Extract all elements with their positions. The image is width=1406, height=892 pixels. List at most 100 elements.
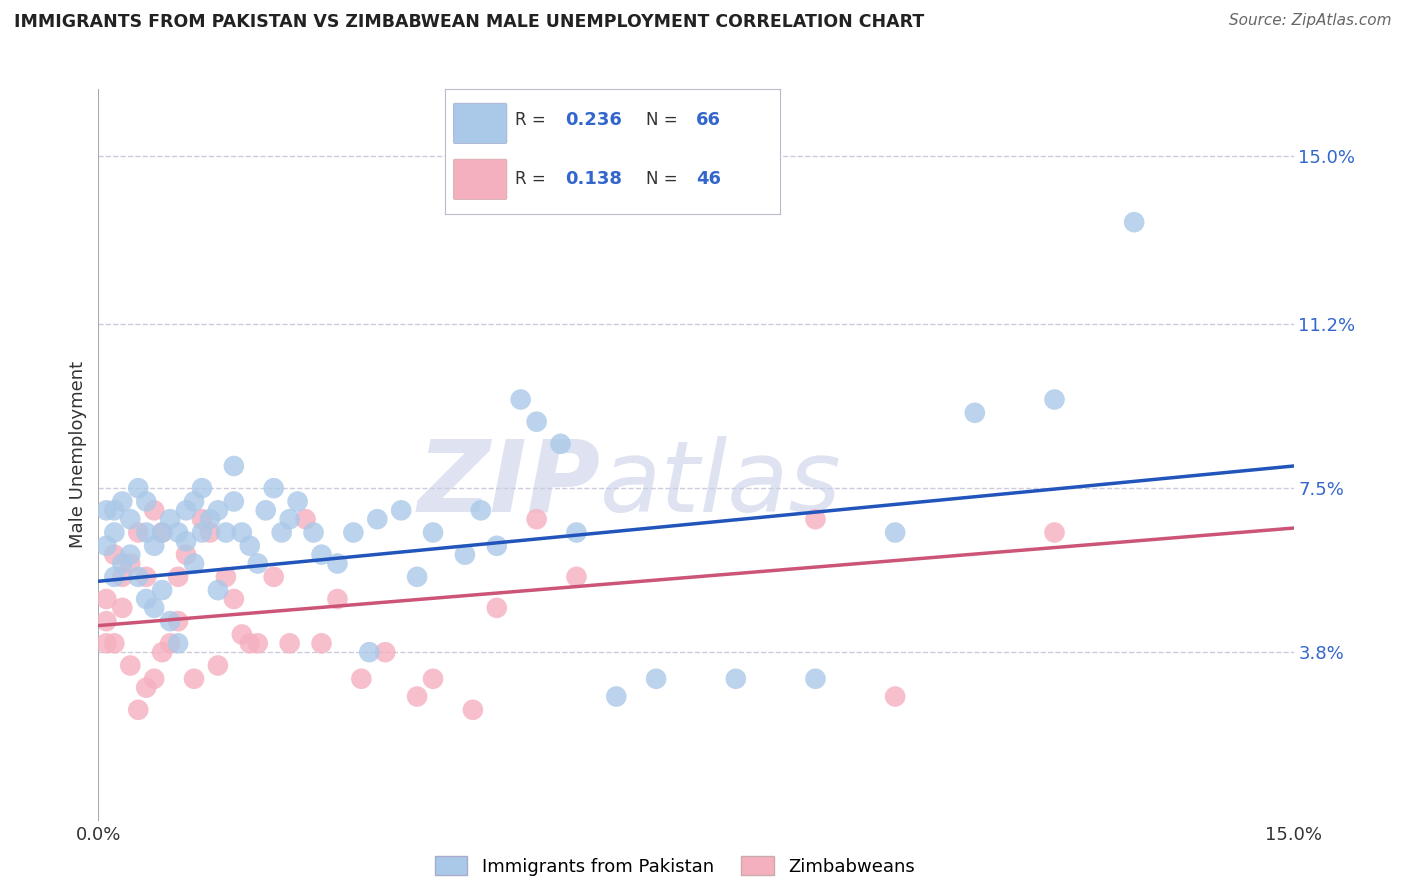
Point xyxy=(191,525,214,540)
Point xyxy=(222,458,245,473)
Point xyxy=(263,570,285,584)
Point xyxy=(143,672,166,686)
Y-axis label: Male Unemployment: Male Unemployment xyxy=(69,361,87,549)
Point xyxy=(470,503,492,517)
Point xyxy=(565,525,588,540)
Point xyxy=(167,570,190,584)
Point xyxy=(111,557,134,571)
Point xyxy=(231,525,253,540)
Point xyxy=(311,636,333,650)
Text: ZIP: ZIP xyxy=(418,435,600,533)
Point xyxy=(884,525,907,540)
Point xyxy=(150,525,173,540)
Point xyxy=(198,512,221,526)
Point xyxy=(150,525,173,540)
Point xyxy=(103,548,125,562)
Point xyxy=(120,512,142,526)
Point xyxy=(143,600,166,615)
Point xyxy=(246,557,269,571)
Point xyxy=(111,494,134,508)
Point xyxy=(485,539,508,553)
Text: IMMIGRANTS FROM PAKISTAN VS ZIMBABWEAN MALE UNEMPLOYMENT CORRELATION CHART: IMMIGRANTS FROM PAKISTAN VS ZIMBABWEAN M… xyxy=(14,13,924,31)
Point xyxy=(526,512,548,526)
Point xyxy=(326,557,349,571)
Point xyxy=(96,592,118,607)
Point xyxy=(159,636,181,650)
Point xyxy=(120,658,142,673)
Point xyxy=(246,636,269,650)
Point xyxy=(1123,215,1146,229)
Point xyxy=(135,681,157,695)
Point xyxy=(263,481,285,495)
Point xyxy=(103,525,125,540)
Point xyxy=(222,592,245,607)
Point xyxy=(884,690,907,704)
Point xyxy=(215,570,238,584)
Point xyxy=(222,494,245,508)
Point xyxy=(174,534,197,549)
Point xyxy=(550,437,572,451)
Point xyxy=(135,592,157,607)
Point xyxy=(127,481,149,495)
Point xyxy=(461,703,484,717)
Point xyxy=(167,636,190,650)
Point xyxy=(804,672,827,686)
Point xyxy=(150,645,173,659)
Point xyxy=(406,570,429,584)
Point xyxy=(509,392,531,407)
Point xyxy=(111,570,134,584)
Point xyxy=(804,512,827,526)
Point xyxy=(359,645,381,659)
Point xyxy=(302,525,325,540)
Point xyxy=(270,525,292,540)
Point xyxy=(231,627,253,641)
Point xyxy=(311,548,333,562)
Point xyxy=(103,570,125,584)
Point xyxy=(96,636,118,650)
Point xyxy=(96,614,118,628)
Point xyxy=(183,494,205,508)
Point xyxy=(103,503,125,517)
Point xyxy=(422,525,444,540)
Point xyxy=(135,494,157,508)
Point xyxy=(103,636,125,650)
Point xyxy=(294,512,316,526)
Point xyxy=(207,503,229,517)
Point xyxy=(389,503,412,517)
Point xyxy=(150,583,173,598)
Point xyxy=(239,539,262,553)
Point xyxy=(278,636,301,650)
Point xyxy=(143,503,166,517)
Point xyxy=(1043,525,1066,540)
Point xyxy=(366,512,388,526)
Point xyxy=(287,494,309,508)
Point xyxy=(143,539,166,553)
Point xyxy=(278,512,301,526)
Point xyxy=(374,645,396,659)
Point xyxy=(191,481,214,495)
Point xyxy=(183,557,205,571)
Point xyxy=(485,600,508,615)
Point xyxy=(167,614,190,628)
Point xyxy=(111,600,134,615)
Point xyxy=(350,672,373,686)
Point xyxy=(174,548,197,562)
Point xyxy=(963,406,986,420)
Point xyxy=(724,672,747,686)
Point xyxy=(207,658,229,673)
Point xyxy=(159,512,181,526)
Point xyxy=(135,570,157,584)
Point xyxy=(135,525,157,540)
Point xyxy=(120,548,142,562)
Legend: Immigrants from Pakistan, Zimbabweans: Immigrants from Pakistan, Zimbabweans xyxy=(427,849,922,883)
Point xyxy=(326,592,349,607)
Point xyxy=(159,614,181,628)
Point xyxy=(198,525,221,540)
Text: atlas: atlas xyxy=(600,435,842,533)
Point xyxy=(127,525,149,540)
Point xyxy=(127,703,149,717)
Point xyxy=(565,570,588,584)
Point xyxy=(207,583,229,598)
Point xyxy=(174,503,197,517)
Point xyxy=(120,557,142,571)
